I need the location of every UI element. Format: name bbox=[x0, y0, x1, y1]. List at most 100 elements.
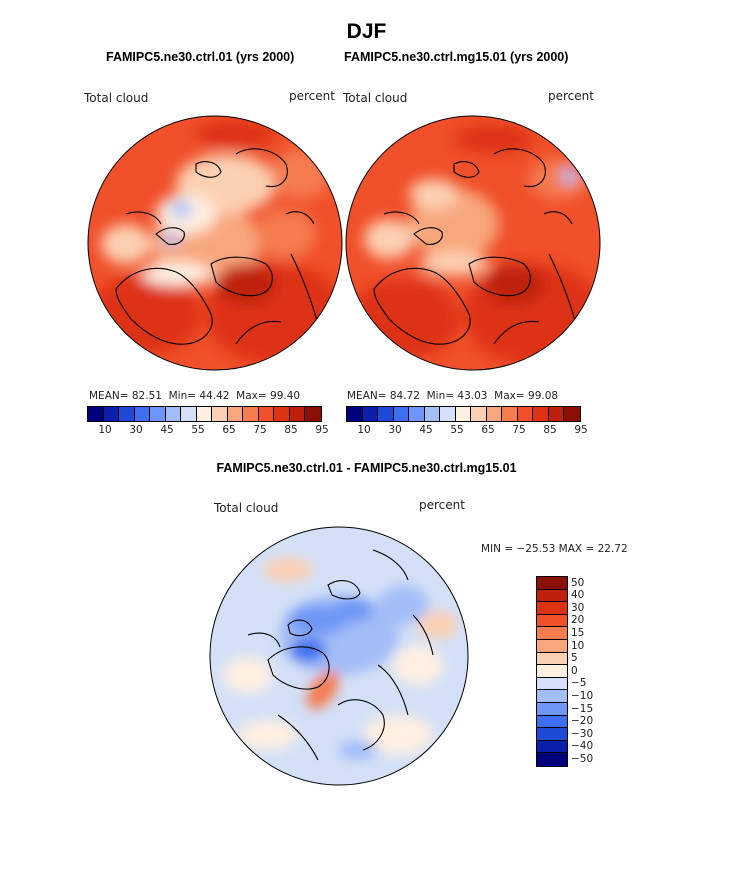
colorbar-swatch bbox=[537, 639, 567, 653]
colorbar-swatch bbox=[537, 728, 567, 741]
colorbar-tick-label: 85 bbox=[543, 424, 557, 436]
colorbar-swatch bbox=[150, 407, 166, 421]
colorbar-swatch bbox=[537, 753, 567, 766]
colorbar-swatch bbox=[196, 407, 212, 421]
colorbar-tick-label: 50 bbox=[571, 576, 585, 589]
stats-min-label: Min= bbox=[426, 390, 455, 402]
figure-title: DJF bbox=[346, 20, 387, 43]
units-label-ctrl: percent bbox=[289, 89, 335, 103]
colorbar-swatch bbox=[533, 407, 549, 421]
stats-max-value: 99.40 bbox=[270, 390, 301, 402]
colorbar-swatch bbox=[378, 407, 394, 421]
colorbar-swatch bbox=[119, 407, 135, 421]
colorbar-swatch bbox=[486, 407, 502, 421]
colorbar-tick-label: 10 bbox=[98, 424, 112, 436]
stats-min-label: Min= bbox=[168, 390, 197, 402]
colorbar-tick-label: 10 bbox=[357, 424, 371, 436]
stats-mean-label: MEAN= bbox=[89, 390, 129, 402]
colorbar-tick-label: 75 bbox=[512, 424, 526, 436]
colorbar-swatch bbox=[564, 407, 580, 421]
colorbar-tick-label: 55 bbox=[191, 424, 205, 436]
colorbar-swatch bbox=[258, 407, 274, 421]
colorbar-swatch bbox=[424, 407, 440, 421]
colorbar-tick-label: −30 bbox=[571, 727, 594, 740]
colorbar-tick-label: 55 bbox=[450, 424, 464, 436]
colorbar-swatch bbox=[502, 407, 518, 421]
stats-max-label: Max= bbox=[494, 390, 525, 402]
stats-max-label: Max= bbox=[236, 390, 267, 402]
stats-mg15: MEAN= 84.72 Min= 43.03 Max= 99.08 bbox=[347, 390, 558, 402]
colorbar-tick-label: 95 bbox=[315, 424, 329, 436]
colorbar-tick-label: 65 bbox=[222, 424, 236, 436]
stats-ctrl: MEAN= 82.51 Min= 44.42 Max= 99.40 bbox=[89, 390, 300, 402]
colorbar-swatch bbox=[212, 407, 228, 421]
colorbar-tick-label: −5 bbox=[571, 677, 587, 690]
colorbar-swatch bbox=[393, 407, 409, 421]
colorbar-tick-label: −40 bbox=[571, 740, 594, 753]
colorbar-swatch bbox=[537, 677, 567, 691]
colorbar-swatch bbox=[537, 715, 567, 729]
colorbar-tick-label: 95 bbox=[574, 424, 588, 436]
colorbar-diff bbox=[536, 576, 568, 767]
panel-title-diff: FAMIPC5.ne30.ctrl.01 - FAMIPC5.ne30.ctrl… bbox=[216, 461, 517, 475]
colorbar-swatch bbox=[537, 614, 567, 628]
colorbar-mg15 bbox=[346, 406, 581, 422]
polar-map-mg15 bbox=[345, 115, 601, 371]
colorbar-swatch bbox=[181, 407, 197, 421]
colorbar-swatch bbox=[440, 407, 456, 421]
panel-title-ctrl: FAMIPC5.ne30.ctrl.01 (yrs 2000) bbox=[106, 50, 295, 64]
colorbar-swatch bbox=[347, 407, 363, 421]
stats-max-value: 99.08 bbox=[528, 390, 559, 402]
colorbar-swatch bbox=[537, 652, 567, 666]
colorbar-swatch bbox=[455, 407, 471, 421]
colorbar-swatch bbox=[537, 690, 567, 703]
colorbar-tick-label: 15 bbox=[571, 627, 585, 639]
colorbar-swatch bbox=[537, 602, 567, 615]
colorbar-swatch bbox=[471, 407, 487, 421]
colorbar-tick-label: −50 bbox=[571, 753, 594, 765]
colorbar-swatch bbox=[362, 407, 378, 421]
colorbar-swatch bbox=[537, 740, 567, 754]
colorbar-ctrl bbox=[87, 406, 322, 422]
colorbar-swatch bbox=[134, 407, 150, 421]
colorbar-tick-label: 30 bbox=[388, 424, 402, 436]
colorbar-swatch bbox=[289, 407, 305, 421]
colorbar-swatch bbox=[537, 702, 567, 716]
stats-mean-value: 84.72 bbox=[389, 390, 420, 402]
stats-min-value: 43.03 bbox=[457, 390, 488, 402]
colorbar-tick-label: −10 bbox=[571, 690, 594, 702]
colorbar-swatch bbox=[88, 407, 104, 421]
colorbar-tick-label: 5 bbox=[571, 652, 578, 665]
colorbar-tick-label: 65 bbox=[481, 424, 495, 436]
colorbar-swatch bbox=[517, 407, 533, 421]
units-label-mg15: percent bbox=[548, 89, 594, 103]
colorbar-tick-label: 20 bbox=[571, 614, 585, 627]
colorbar-tick-label: 0 bbox=[571, 664, 578, 677]
colorbar-swatch bbox=[227, 407, 243, 421]
colorbar-swatch bbox=[305, 407, 321, 421]
colorbar-swatch bbox=[165, 407, 181, 421]
colorbar-tick-label: 85 bbox=[284, 424, 298, 436]
colorbar-tick-label: 40 bbox=[571, 589, 585, 602]
colorbar-tick-label: 30 bbox=[129, 424, 143, 436]
colorbar-tick-label: 10 bbox=[571, 639, 585, 652]
variable-label-ctrl: Total cloud bbox=[84, 91, 149, 105]
colorbar-swatch bbox=[103, 407, 119, 421]
stats-mean-value: 82.51 bbox=[131, 390, 162, 402]
colorbar-tick-label: −20 bbox=[571, 715, 594, 728]
panel-title-mg15: FAMIPC5.ne30.ctrl.mg15.01 (yrs 2000) bbox=[344, 50, 569, 64]
colorbar-swatch bbox=[243, 407, 259, 421]
colorbar-swatch bbox=[537, 589, 567, 603]
polar-map-diff bbox=[209, 526, 469, 786]
variable-label-diff: Total cloud bbox=[214, 501, 279, 515]
stats-min-value: 44.42 bbox=[199, 390, 230, 402]
colorbar-swatch bbox=[274, 407, 290, 421]
colorbar-swatch bbox=[537, 627, 567, 640]
colorbar-tick-label: −15 bbox=[571, 702, 594, 715]
colorbar-swatch bbox=[548, 407, 564, 421]
colorbar-tick-label: 30 bbox=[571, 601, 585, 614]
colorbar-swatch bbox=[537, 665, 567, 678]
variable-label-mg15: Total cloud bbox=[343, 91, 408, 105]
colorbar-tick-label: 75 bbox=[253, 424, 267, 436]
stats-mean-label: MEAN= bbox=[347, 390, 387, 402]
